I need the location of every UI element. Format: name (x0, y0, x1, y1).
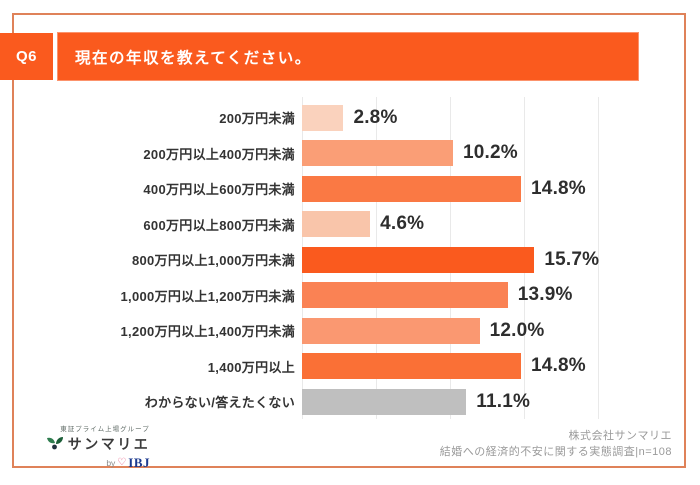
income-bar-chart: 200万円未満 2.8% 200万円以上400万円未満 10.2% 400万円以上600… (0, 97, 700, 420)
bar-track: 14.8% (302, 175, 598, 202)
chart-row: 400万円以上600万円未満 14.8% (0, 171, 700, 207)
chart-row: 600万円以上800万円未満 4.6% (0, 207, 700, 243)
bar (302, 246, 535, 273)
category-label: 1,200万円以上1,400万円未満 (120, 324, 295, 340)
logo-tagline: 東証プライム上場グループ (60, 426, 150, 433)
bar-track: 12.0% (302, 317, 598, 344)
question-number-badge: Q6 (0, 33, 53, 80)
bar-track: 14.8% (302, 353, 598, 380)
category-label: 200万円以上400万円未満 (143, 146, 295, 162)
question-banner: 現在の年収を教えてください。 (57, 32, 639, 81)
category-label: わからない/答えたくない (144, 395, 295, 411)
bar (302, 282, 508, 309)
category-label: 800万円以上1,000万円未満 (131, 253, 295, 269)
chart-row: 1,400万円以上 14.8% (0, 349, 700, 385)
value-label: 15.7% (544, 248, 600, 270)
chart-row: 1,200万円以上1,400万円未満 12.0% (0, 313, 700, 349)
bar (302, 211, 371, 238)
value-label: 11.1% (476, 390, 531, 412)
value-label: 4.6% (380, 213, 425, 235)
brand-row: サンマリエ (28, 434, 168, 454)
bar (302, 388, 467, 415)
credit-survey: 結婚への経済的不安に関する実態調査|n=108 (439, 446, 672, 458)
bar (302, 317, 480, 344)
ibj-wordmark: IBJ (128, 455, 150, 470)
chart-rows: 200万円未満 2.8% 200万円以上400万円未満 10.2% 400万円以上600… (0, 100, 700, 420)
bar-track: 15.7% (302, 246, 600, 273)
chart-row: 800万円以上1,000万円未満 15.7% (0, 242, 700, 278)
value-label: 10.2% (462, 142, 518, 164)
category-label: 200万円未満 (219, 111, 295, 127)
bar-track: 2.8% (302, 104, 598, 131)
category-label: 600万円以上800万円未満 (143, 217, 295, 233)
category-label: 400万円以上600万円未満 (143, 182, 295, 198)
bar-track: 10.2% (302, 140, 598, 167)
chart-row: 200万円以上400万円未満 10.2% (0, 136, 700, 172)
question-number-label: Q6 (15, 48, 37, 65)
ibj-row: by ♡ IBJ (28, 455, 168, 471)
bar (302, 140, 453, 167)
bar-track: 4.6% (302, 211, 598, 238)
question-title: 現在の年収を教えてください。 (75, 49, 312, 67)
credit-company: 株式会社サンマリエ (568, 430, 672, 442)
by-word: by (106, 458, 116, 468)
category-label: 1,400万円以上 (207, 359, 295, 375)
bar-track: 11.1% (302, 388, 598, 415)
category-label: 1,000万円以上1,200万円未満 (120, 288, 295, 304)
bar-track: 13.9% (302, 282, 598, 309)
survey-credit: 株式会社サンマリエ 結婚への経済的不安に関する実態調査|n=108 (440, 428, 672, 460)
bar (302, 353, 522, 380)
chart-row: 200万円未満 2.8% (0, 100, 700, 136)
value-label: 2.8% (353, 106, 398, 128)
heart-icon: ♡ (117, 457, 127, 468)
grid-line (598, 97, 599, 419)
bar (302, 104, 344, 131)
bar (302, 175, 522, 202)
brand-name: サンマリエ (67, 436, 151, 452)
chart-row: 1,000万円以上1,200万円未満 13.9% (0, 278, 700, 314)
slide-frame (12, 13, 686, 468)
chart-row: わからない/答えたくない 11.1% (0, 384, 700, 420)
holly-leaves-icon (46, 436, 65, 452)
value-label: 14.8% (531, 177, 586, 199)
value-label: 12.0% (489, 319, 545, 341)
value-label: 14.8% (531, 355, 586, 377)
value-label: 13.9% (517, 284, 573, 306)
sunmarie-logo: 東証プライム上場グループ サンマリエ by ♡ IBJ (28, 423, 168, 471)
